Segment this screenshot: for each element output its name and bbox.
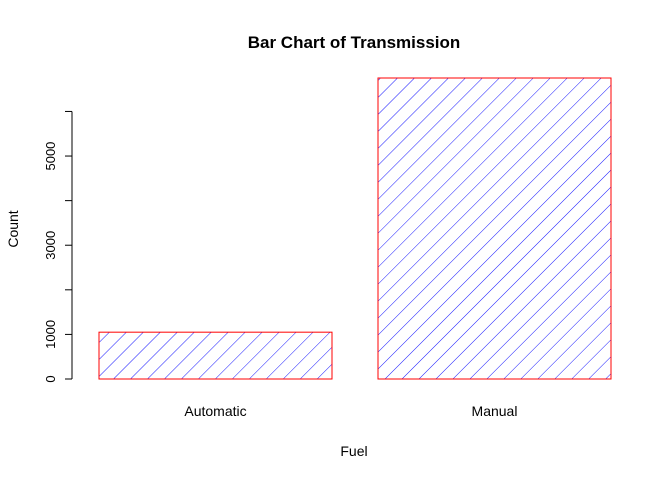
chart-title: Bar Chart of Transmission (248, 33, 461, 52)
y-tick-label: 0 (43, 375, 58, 382)
bars (98, 77, 612, 380)
y-tick-label: 5000 (43, 142, 58, 171)
x-tick-labels: Automatic Manual (184, 403, 517, 419)
bar-automatic (98, 331, 333, 380)
y-tick-label: 3000 (43, 231, 58, 260)
y-axis-label: Count (5, 210, 21, 247)
y-tick-label: 1000 (43, 320, 58, 349)
x-axis-label: Fuel (340, 443, 367, 459)
x-tick-label-automatic: Automatic (184, 403, 246, 419)
bar-manual (377, 77, 612, 380)
y-axis: 0 1000 3000 5000 (43, 110, 73, 383)
x-tick-label-manual: Manual (472, 403, 518, 419)
